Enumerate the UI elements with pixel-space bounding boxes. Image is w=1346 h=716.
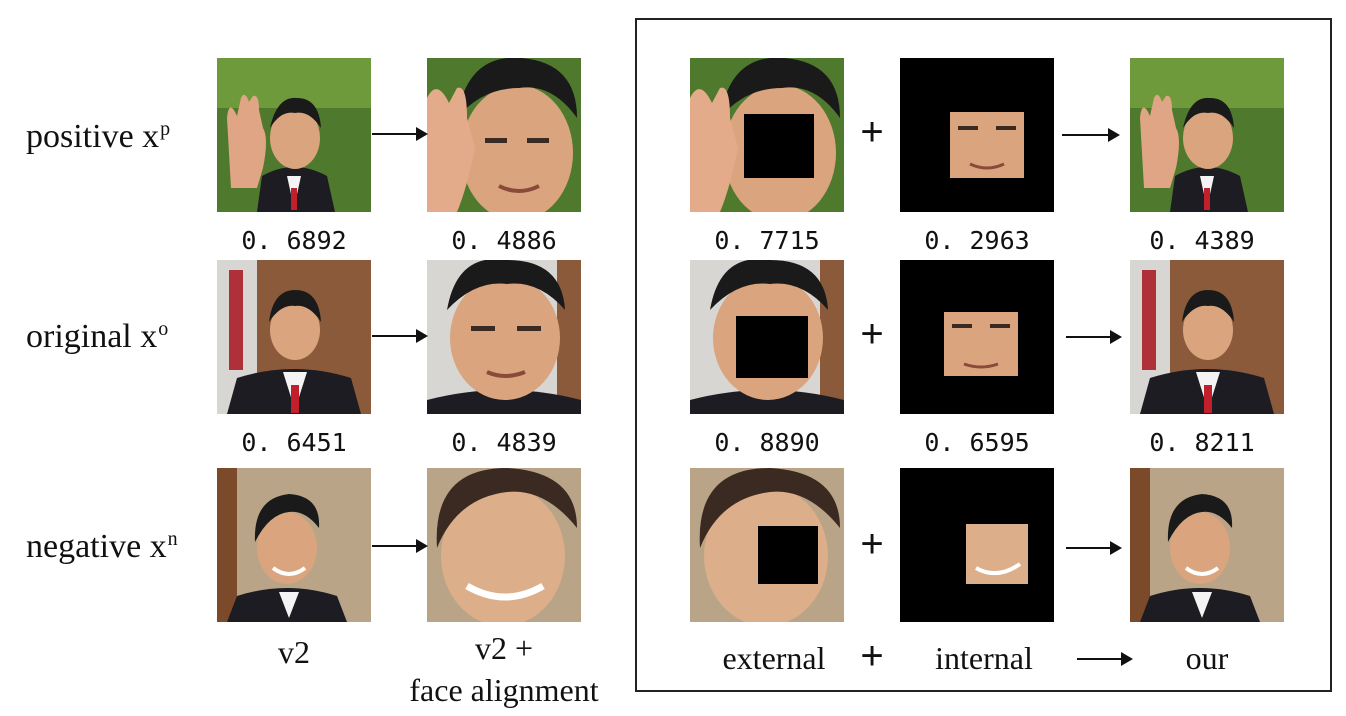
column-label-v2: v2 xyxy=(278,634,310,670)
arrow-positive-our xyxy=(1062,128,1120,142)
negative-external-image xyxy=(690,468,844,622)
arrow-original xyxy=(372,329,428,343)
row-label-negative: negative xn xyxy=(26,527,178,565)
arrow-original-our xyxy=(1066,330,1122,344)
score-positive-external: 0. 7715 xyxy=(714,226,820,255)
positive-our-image xyxy=(1130,58,1284,212)
positive-aligned-image xyxy=(427,58,581,212)
score-positive-internal: 0. 2963 xyxy=(924,226,1030,255)
positive-external-image xyxy=(690,58,844,212)
column-label-v2-plus: v2 + xyxy=(474,630,534,666)
original-v2-image xyxy=(217,260,371,414)
original-internal-image xyxy=(900,260,1054,414)
plus-sign-negative: + xyxy=(860,522,884,566)
original-aligned-image xyxy=(427,260,581,414)
column-label-our: our xyxy=(1185,640,1229,676)
original-external-image xyxy=(690,260,844,414)
negative-our-image xyxy=(1130,468,1284,622)
score-original-internal: 0. 6595 xyxy=(924,428,1030,457)
column-label-face-alignment: face alignment xyxy=(409,672,599,708)
row-label-original: original xo xyxy=(26,317,169,355)
score-positive-aligned: 0. 4886 xyxy=(451,226,557,255)
positive-internal-image xyxy=(900,58,1054,212)
plus-sign-original: + xyxy=(860,312,884,356)
column-label-internal: internal xyxy=(935,640,1033,676)
positive-v2-image xyxy=(217,58,371,212)
score-original-our: 0. 8211 xyxy=(1149,428,1255,457)
arrow-negative-our xyxy=(1066,541,1122,555)
arrow-legend xyxy=(1077,652,1133,666)
score-positive-our: 0. 4389 xyxy=(1149,226,1255,255)
score-original-aligned: 0. 4839 xyxy=(451,428,557,457)
row-label-positive: positive xp xyxy=(26,117,171,155)
arrow-negative xyxy=(372,539,428,553)
arrow-positive xyxy=(372,127,428,141)
negative-v2-image xyxy=(217,468,371,622)
score-original-external: 0. 8890 xyxy=(714,428,820,457)
score-original-v2: 0. 6451 xyxy=(241,428,347,457)
our-method-panel xyxy=(635,18,1332,692)
plus-sign-legend: + xyxy=(860,634,884,678)
original-our-image xyxy=(1130,260,1284,414)
negative-aligned-image xyxy=(427,468,581,622)
column-label-external: external xyxy=(722,640,826,676)
score-positive-v2: 0. 6892 xyxy=(241,226,347,255)
negative-internal-image xyxy=(900,468,1054,622)
plus-sign-positive: + xyxy=(860,110,884,154)
